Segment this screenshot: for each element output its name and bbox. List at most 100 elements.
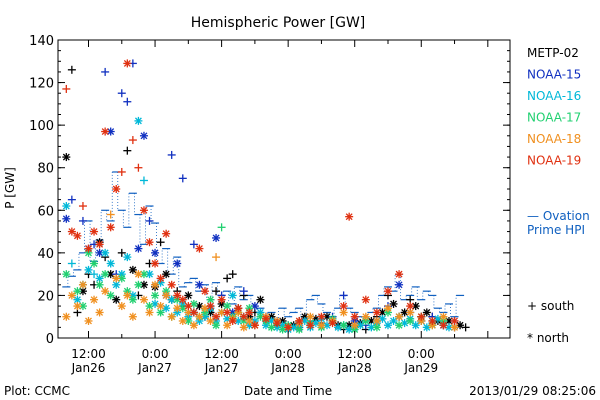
ovation-label-line2: Prime HPI	[527, 223, 585, 237]
data-point	[139, 280, 148, 289]
x-tick-date: Jan27	[137, 361, 172, 375]
data-point	[156, 274, 165, 283]
data-point	[151, 259, 160, 268]
ovation-label-line1: — Ovation	[527, 209, 590, 223]
x-tick-time: 0:00	[142, 347, 169, 361]
data-point	[395, 321, 404, 330]
data-point	[90, 227, 99, 236]
data-point	[195, 312, 204, 321]
data-point	[239, 323, 248, 332]
data-point	[128, 265, 137, 274]
data-point	[372, 316, 381, 325]
data-point	[67, 291, 76, 300]
data-point	[389, 316, 398, 325]
y-tick-label: 120	[29, 77, 54, 92]
y-tick-label: 60	[37, 204, 54, 219]
data-point	[395, 270, 404, 279]
marker-key-south: + south	[527, 299, 574, 313]
data-point	[106, 291, 115, 300]
data-point	[200, 287, 209, 296]
data-point	[67, 227, 76, 236]
data-point	[361, 312, 370, 321]
data-point	[345, 212, 354, 221]
data-point	[134, 163, 143, 172]
x-tick-date: Jan28	[337, 361, 372, 375]
y-tick-label: 100	[29, 119, 54, 134]
x-tick-time: 12:00	[337, 347, 372, 361]
data-point	[67, 65, 76, 74]
data-point	[84, 244, 93, 253]
legend-entry: METP-02	[527, 46, 579, 60]
data-point	[428, 316, 437, 325]
data-point	[117, 274, 126, 283]
x-tick-time: 0:00	[275, 347, 302, 361]
data-point	[439, 312, 448, 321]
data-point	[151, 291, 160, 300]
data-point	[372, 308, 381, 317]
data-point	[411, 302, 420, 311]
data-point	[223, 302, 232, 311]
y-tick-label: 0	[46, 332, 54, 347]
data-point	[228, 291, 237, 300]
data-point	[256, 295, 265, 304]
data-point	[339, 302, 348, 311]
data-point	[383, 321, 392, 330]
data-point	[78, 202, 87, 211]
data-point	[101, 287, 110, 296]
data-point	[317, 321, 326, 330]
x-tick-time: 12:00	[71, 347, 106, 361]
data-point	[167, 280, 176, 289]
data-point	[90, 259, 99, 268]
data-point	[62, 202, 71, 211]
data-point	[389, 299, 398, 308]
data-point	[117, 248, 126, 257]
data-point	[62, 153, 71, 162]
data-point	[123, 59, 132, 68]
data-point	[245, 316, 254, 325]
data-point	[101, 127, 110, 136]
data-point	[101, 67, 110, 76]
data-point	[95, 240, 104, 249]
x-tick-time: 0:00	[408, 347, 435, 361]
x-axis-label: Date and Time	[244, 384, 332, 398]
data-point	[295, 316, 304, 325]
data-point	[228, 316, 237, 325]
data-point	[151, 280, 160, 289]
y-tick-label: 40	[37, 247, 54, 262]
data-point	[123, 253, 132, 262]
data-point	[112, 295, 121, 304]
data-point	[162, 229, 171, 238]
data-point	[139, 295, 148, 304]
data-point	[184, 291, 193, 300]
data-point	[234, 304, 243, 313]
data-point	[112, 185, 121, 193]
legend-entry: NOAA-19	[527, 154, 581, 168]
data-point	[195, 244, 204, 253]
data-point	[173, 291, 182, 300]
data-point	[145, 238, 154, 247]
data-point	[395, 312, 404, 321]
data-point	[90, 270, 99, 279]
data-point	[112, 280, 121, 289]
data-point	[139, 131, 148, 140]
data-point	[84, 316, 93, 325]
data-point	[284, 323, 293, 332]
data-point	[78, 302, 87, 311]
data-point	[195, 280, 204, 289]
y-axis: 0 20 40 60 80 100 120 140	[29, 34, 510, 347]
legend-entry: NOAA-15	[527, 68, 581, 82]
y-tick-label: 140	[29, 34, 54, 49]
data-point	[217, 295, 226, 304]
data-point	[78, 216, 87, 225]
data-point	[383, 304, 392, 313]
data-point	[212, 233, 221, 242]
data-point	[145, 302, 154, 311]
data-point	[73, 287, 82, 296]
data-point	[173, 259, 182, 268]
data-point	[167, 312, 176, 321]
data-point	[145, 308, 154, 317]
y-axis-label: P [GW]	[3, 167, 17, 209]
data-point	[184, 316, 193, 325]
data-point	[117, 89, 126, 98]
